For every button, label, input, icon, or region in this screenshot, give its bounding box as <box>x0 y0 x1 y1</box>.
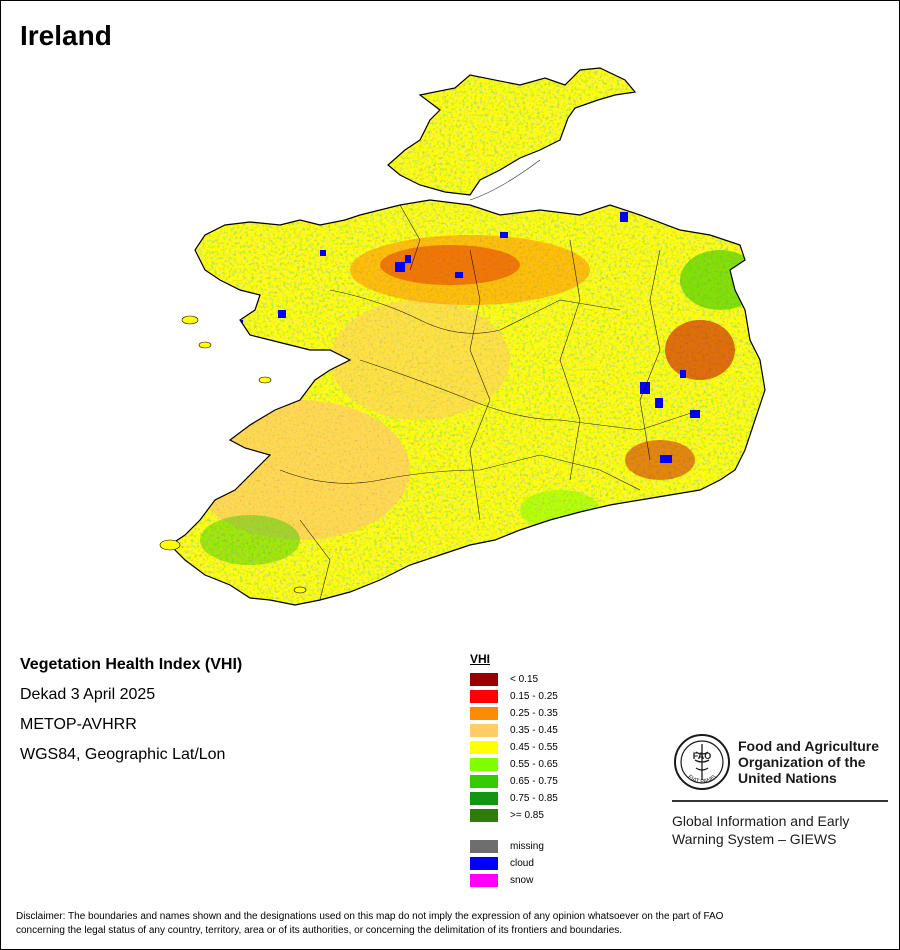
legend-entry: 0.25 - 0.35 <box>470 705 558 722</box>
projection: WGS84, Geographic Lat/Lon <box>20 746 226 763</box>
legend-label: 0.35 - 0.45 <box>510 725 558 736</box>
legend-entry: 0.45 - 0.55 <box>470 739 558 756</box>
legend-swatch <box>470 707 498 720</box>
legend-label: missing <box>510 841 544 852</box>
legend-label: 0.45 - 0.55 <box>510 742 558 753</box>
legend-swatch <box>470 792 498 805</box>
legend-label: cloud <box>510 858 534 869</box>
fao-org-name: Food and Agriculture Organization of the… <box>738 738 880 786</box>
legend-entry: 0.15 - 0.25 <box>470 688 558 705</box>
fao-divider <box>672 800 888 802</box>
sensor: METOP-AVHRR <box>20 716 137 733</box>
legend-label: 0.15 - 0.25 <box>510 691 558 702</box>
legend-swatch <box>470 690 498 703</box>
index-name: Vegetation Health Index (VHI) <box>20 656 243 673</box>
legend-entry: < 0.15 <box>470 671 558 688</box>
legend-swatch <box>470 741 498 754</box>
legend-swatch <box>470 857 498 870</box>
legend-swatch <box>470 809 498 822</box>
legend-entry: 0.75 - 0.85 <box>470 790 558 807</box>
legend-label: >= 0.85 <box>510 810 544 821</box>
fao-emblem-icon: FAO FIAT PANIS <box>674 734 730 790</box>
legend-entry: cloud <box>470 855 558 872</box>
legend-swatch <box>470 758 498 771</box>
map-title: Ireland <box>20 20 112 51</box>
svg-text:FIAT PANIS: FIAT PANIS <box>686 774 717 785</box>
vhi-legend: VHI < 0.15 0.15 - 0.25 0.25 - 0.35 0.35 - 0… <box>470 652 558 889</box>
legend-title: VHI <box>470 652 491 666</box>
legend-entry: >= 0.85 <box>470 807 558 824</box>
vhi-map <box>159 67 766 606</box>
legend-label: 0.75 - 0.85 <box>510 793 558 804</box>
legend-entry: missing <box>470 838 558 855</box>
period: Dekad 3 April 2025 <box>20 686 156 703</box>
legend-label: 0.55 - 0.65 <box>510 759 558 770</box>
legend-label: 0.25 - 0.35 <box>510 708 558 719</box>
legend-entry: 0.35 - 0.45 <box>470 722 558 739</box>
legend-entry: 0.55 - 0.65 <box>470 756 558 773</box>
legend-label: < 0.15 <box>510 674 539 685</box>
legend-swatch <box>470 874 498 887</box>
fao-logo-block: FAO FIAT PANIS Food and Agriculture Orga… <box>672 732 888 848</box>
giews-name: Global Information and Early Warning Sys… <box>672 813 850 847</box>
legend-swatch <box>470 724 498 737</box>
legend-swatch <box>470 673 498 686</box>
county-boundaries <box>279 159 701 601</box>
map-info: Vegetation Health Index (VHI) Dekad 3 Ap… <box>20 656 242 776</box>
legend-entry: snow <box>470 872 558 889</box>
vhi-raster <box>170 68 765 605</box>
legend-swatch <box>470 775 498 788</box>
offshore-islands <box>159 315 307 594</box>
svg-text:FAO: FAO <box>693 751 712 761</box>
legend-label: snow <box>510 875 534 886</box>
legend-label: 0.65 - 0.75 <box>510 776 558 787</box>
legend-swatch <box>470 840 498 853</box>
disclaimer: Disclaimer: The boundaries and names sho… <box>16 911 724 936</box>
legend-entry: 0.65 - 0.75 <box>470 773 558 790</box>
